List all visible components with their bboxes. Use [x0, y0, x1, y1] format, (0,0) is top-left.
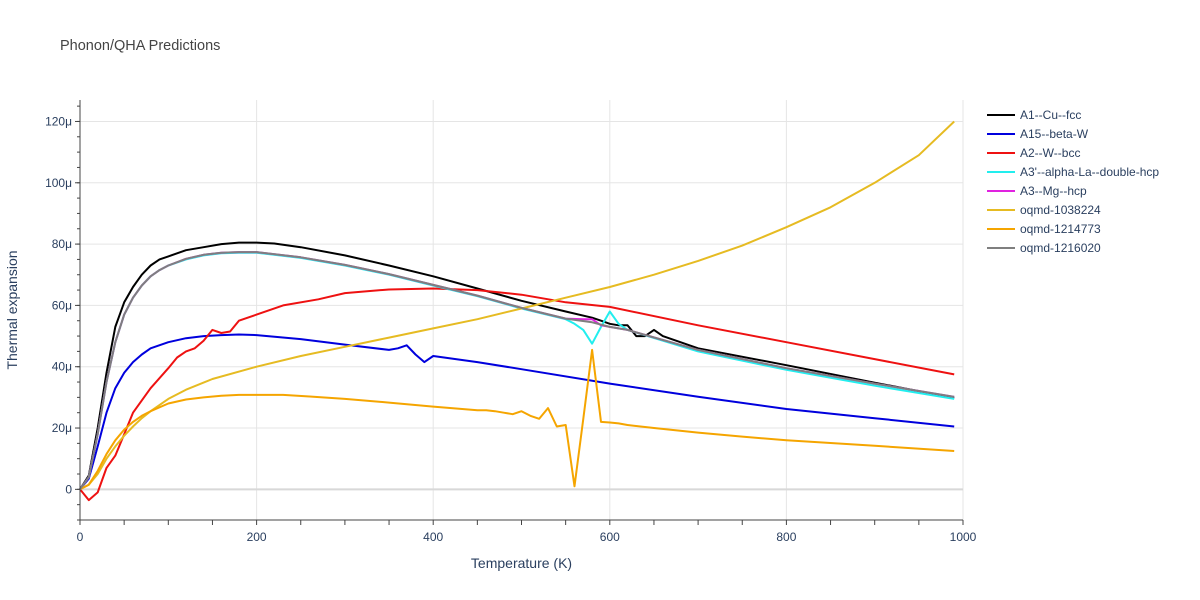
y-tick-label: 80μ [52, 237, 72, 251]
x-axis-title: Temperature (K) [471, 555, 572, 571]
x-tick-label: 400 [423, 530, 443, 544]
x-tick-label: 800 [776, 530, 796, 544]
legend-item[interactable]: A15--beta-W [987, 127, 1089, 141]
legend-item[interactable]: A3'--alpha-La--double-hcp [987, 165, 1159, 179]
legend-item[interactable]: oqmd-1214773 [987, 222, 1101, 236]
legend[interactable]: A1--Cu--fcc A15--beta-W A2--W--bcc A3'--alp… [987, 108, 1159, 255]
legend-label: A15--beta-W [1020, 127, 1089, 141]
plot-area[interactable] [79, 120, 955, 502]
legend-label: oqmd-1216020 [1020, 241, 1101, 255]
chart-title: Phonon/QHA Predictions [60, 38, 220, 54]
legend-label: oqmd-1214773 [1020, 222, 1101, 236]
legend-label: oqmd-1038224 [1020, 203, 1101, 217]
series-line-A1--Cu--fcc[interactable] [79, 241, 955, 490]
y-tick-label: 60μ [52, 298, 72, 312]
y-tick-label: 120μ [45, 114, 72, 128]
series-line-A2--W--bcc[interactable] [79, 287, 955, 502]
x-tick-label: 200 [247, 530, 267, 544]
y-tick-label: 40μ [52, 360, 72, 374]
series-line-oqmd-1038224[interactable] [79, 120, 955, 491]
legend-label: A2--W--bcc [1020, 146, 1080, 160]
y-tick-label: 0 [65, 482, 72, 496]
y-tick-label: 20μ [52, 421, 72, 435]
legend-label: A3--Mg--hcp [1020, 184, 1087, 198]
x-tick-label: 0 [77, 530, 84, 544]
series-line-A15--beta-W[interactable] [79, 333, 955, 490]
legend-item[interactable]: oqmd-1038224 [987, 203, 1101, 217]
gridlines [80, 100, 964, 520]
legend-item[interactable]: A1--Cu--fcc [987, 108, 1081, 122]
axes: 0 200 400 600 800 1000 0 20μ 40μ 60μ 80μ 100μ 120μ [45, 100, 977, 544]
y-tick-label: 100μ [45, 176, 72, 190]
legend-item[interactable]: oqmd-1216020 [987, 241, 1101, 255]
x-tick-label: 600 [600, 530, 620, 544]
legend-label: A1--Cu--fcc [1020, 108, 1081, 122]
series-line-oqmd-1216020[interactable] [79, 251, 955, 490]
x-tick-label: 1000 [950, 530, 977, 544]
legend-item[interactable]: A3--Mg--hcp [987, 184, 1087, 198]
legend-item[interactable]: A2--W--bcc [987, 146, 1080, 160]
legend-label: A3'--alpha-La--double-hcp [1020, 165, 1159, 179]
y-axis-title: Thermal expansion [4, 250, 20, 369]
series-line-oqmd-1214773[interactable] [79, 348, 955, 491]
